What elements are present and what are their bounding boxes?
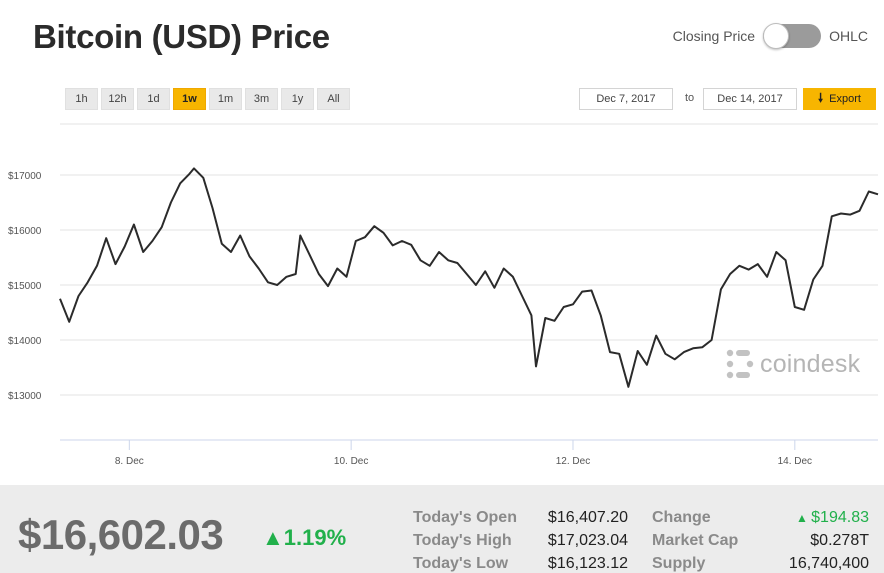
range-button-1d[interactable]: 1d — [137, 88, 170, 110]
date-from-input[interactable]: Dec 7, 2017 — [579, 88, 673, 110]
range-button-all[interactable]: All — [317, 88, 350, 110]
toggle-knob[interactable] — [763, 23, 790, 49]
price-chart[interactable]: $13000 $14000 $15000 $16000 $17000 8. Dec 10.… — [0, 120, 884, 470]
todays-open-value: $16,407.20 — [547, 509, 628, 526]
y-tick-label: $16000 — [8, 226, 42, 237]
todays-low-label: Today's Low — [413, 555, 509, 572]
x-tick-label: 10. Dec — [334, 456, 368, 467]
change-value: ▲ $194.83 — [795, 509, 869, 526]
coindesk-watermark: coindesk — [726, 349, 860, 379]
current-price: $16,602.03 — [18, 511, 224, 558]
export-label: Export — [829, 93, 861, 105]
up-triangle-small-icon: ▲ — [795, 511, 812, 525]
download-arrow-icon: 🠗 — [818, 90, 824, 105]
supply-value: 16,740,400 — [788, 555, 869, 572]
export-button[interactable]: 🠗 Export — [803, 88, 876, 110]
watermark-text: coindesk — [760, 349, 861, 378]
stats-footer: $16,602.03 ▲1.19% Today's Open Today's H… — [0, 485, 884, 573]
closing-price-label: Closing Price — [672, 28, 756, 44]
range-button-12h[interactable]: 12h — [101, 88, 134, 110]
y-tick-label: $14000 — [8, 336, 42, 347]
percent-change: ▲1.19% — [262, 525, 347, 550]
y-tick-label: $17000 — [8, 171, 42, 182]
ohlc-label: OHLC — [829, 28, 868, 44]
y-axis-ticks: $13000 $14000 $15000 $16000 $17000 — [8, 171, 42, 402]
todays-open-label: Today's Open — [413, 509, 517, 526]
range-selector: 1h 12h 1d 1w 1m 3m 1y All — [65, 88, 350, 110]
chart-grid — [60, 123, 878, 441]
todays-high-value: $17,023.04 — [547, 532, 628, 549]
x-tick-label: 14. Dec — [778, 456, 812, 467]
range-button-1m[interactable]: 1m — [209, 88, 242, 110]
page-title: Bitcoin (USD) Price — [33, 18, 330, 55]
date-separator: to — [685, 92, 695, 104]
todays-low-value: $16,123.12 — [547, 555, 628, 572]
range-button-3m[interactable]: 3m — [245, 88, 278, 110]
price-mode-toggle-group: Closing Price OHLC — [672, 23, 868, 49]
up-triangle-icon: ▲ — [262, 525, 284, 550]
date-to-input[interactable]: Dec 14, 2017 — [703, 88, 797, 110]
price-series-line — [59, 167, 879, 388]
change-label: Change — [652, 509, 711, 526]
x-tick-label: 8. Dec — [115, 456, 144, 467]
range-button-1w[interactable]: 1w — [173, 88, 206, 110]
supply-label: Supply — [652, 555, 706, 572]
todays-high-label: Today's High — [413, 532, 512, 549]
coindesk-logo-icon — [726, 349, 754, 379]
price-mode-toggle[interactable] — [763, 23, 822, 49]
y-tick-label: $15000 — [8, 281, 42, 292]
range-button-1h[interactable]: 1h — [65, 88, 98, 110]
range-button-1y[interactable]: 1y — [281, 88, 314, 110]
x-tick-label: 12. Dec — [556, 456, 590, 467]
market-cap-label: Market Cap — [652, 532, 739, 549]
x-axis-ticks: 8. Dec 10. Dec 12. Dec 14. Dec — [115, 440, 812, 467]
y-tick-label: $13000 — [8, 391, 42, 402]
market-cap-value: $0.278T — [810, 532, 869, 549]
